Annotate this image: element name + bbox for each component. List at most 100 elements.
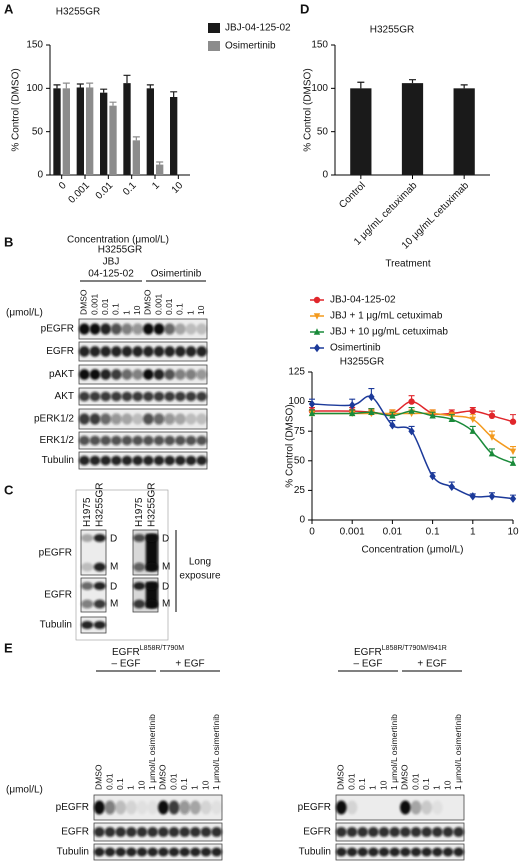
band [357,826,368,838]
band [164,435,176,446]
band [111,323,122,335]
legend-marker [313,343,321,353]
band [211,800,223,815]
band [93,599,106,609]
lane-label: 1 μmol/L osimertinib [211,714,221,790]
band [100,413,111,425]
band-label: M [110,599,118,610]
group-label: Osimertinib [151,269,202,280]
band [175,413,186,425]
band [185,391,197,402]
x-tick-label: 10 [170,180,186,196]
series-line [311,400,514,423]
band [89,455,101,466]
band [94,847,105,857]
band [179,847,191,857]
band [93,562,106,572]
band [136,826,148,838]
band [164,413,176,425]
band [143,369,154,380]
band [121,455,133,466]
band [147,847,159,857]
band [196,323,208,335]
unit-label: (μmol/L) [6,785,43,796]
row-label: EGFR [61,827,89,838]
bar [132,140,140,175]
row-label: pERK1/2 [34,414,74,425]
band [400,847,411,857]
lane-label: DMSO [336,764,346,790]
y-tick-label: 100 [288,396,305,407]
lane-label: 0.1 [115,778,125,790]
band [132,323,144,335]
band [175,455,186,466]
band [200,826,212,838]
row-label: pEGFR [298,802,331,813]
error-bar [357,81,365,89]
panel-letter: E [4,640,13,655]
y-tick-label: 0 [299,515,305,526]
x-tick-label: 1 [150,180,162,192]
row-label: ERK1/2 [40,435,75,446]
band [100,391,111,402]
bar [109,105,117,175]
band [158,847,169,857]
y-tick-label: 0 [37,170,43,181]
band [81,599,94,609]
band-label: M [162,599,170,610]
lane-label: 0.1 [111,303,121,315]
band [164,323,176,335]
band [378,826,390,838]
x-tick-label: 1 [470,527,476,538]
y-axis-label: % Control (DMSO) [285,404,296,487]
point [349,409,356,417]
x-axis-label: Concentration (μmol/L) [362,545,464,556]
legend-marker [313,296,321,304]
point [509,459,517,466]
band [153,369,165,380]
band [168,800,180,815]
band [200,800,212,815]
x-tick-label: 10 [507,527,519,538]
legend-swatch [208,41,220,51]
band [133,582,146,590]
band [136,847,148,857]
band [179,800,191,815]
blot-title: H3255GR [98,245,142,256]
lane-label: 1 [432,785,442,790]
error-bar [53,84,61,89]
error-bar [460,84,468,89]
lane-label: 0.001 [153,293,163,315]
band [175,369,186,380]
row-label: EGFR [44,590,72,601]
title-sup: L858R/T790M [140,645,185,652]
y-tick-label: 50 [317,126,329,137]
band [79,391,90,402]
point [349,400,356,410]
row-label: pAKT [49,369,74,380]
band [143,413,154,425]
band-label: D [162,582,169,593]
band [453,847,464,857]
band [158,800,169,815]
band [432,847,443,857]
band [147,800,159,815]
band [336,826,347,838]
x-tick-label: 0.001 [340,527,365,538]
lane-label: 0.1 [179,778,189,790]
lane-label: H1975 [134,497,145,527]
point [408,407,415,414]
x-tick-label: 0.01 [94,180,116,202]
band [368,847,379,857]
bar [53,88,61,175]
band [100,323,111,335]
band-label: M [110,562,118,573]
band [79,455,90,466]
band [346,847,358,857]
band [175,346,186,357]
band [115,826,126,838]
band [153,346,165,357]
point [408,427,415,436]
smear [145,534,158,571]
x-axis-label: Concentration (μmol/L) [67,235,169,246]
